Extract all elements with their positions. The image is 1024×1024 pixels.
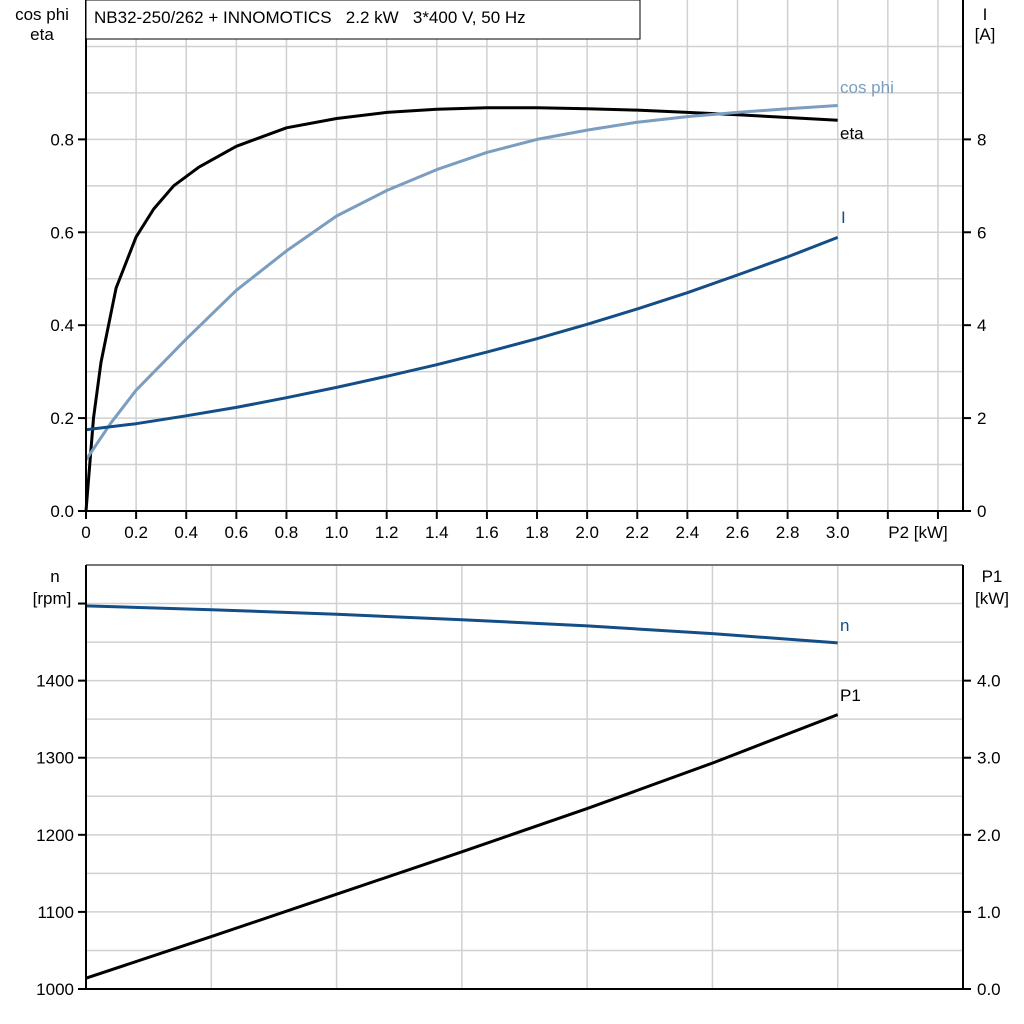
x-tick-label: 1.6	[475, 523, 499, 542]
x-tick-label: 0.4	[174, 523, 198, 542]
series-eta-line	[84, 106, 838, 512]
labels: NB32-250/262 + INNOMOTICS 2.2 kW 3*400 V…	[15, 0, 1009, 705]
top-chart-grid	[86, 0, 963, 511]
y-left-tick-label: 0.6	[50, 223, 74, 242]
series-n-line	[85, 604, 838, 645]
x-axis-label: P2 [kW]	[888, 523, 948, 542]
y-right-tick-label: 1.0	[977, 903, 1001, 922]
y-right-tick-label: 6	[977, 223, 986, 242]
y-left-tick-label: 1200	[36, 826, 74, 845]
y-left-label-rpm: [rpm]	[33, 589, 72, 608]
x-tick-label: 1.0	[325, 523, 349, 542]
y-left-label-n: n	[50, 567, 59, 586]
y-right-tick-label: 0	[977, 502, 986, 521]
y-left-tick-label: 0.8	[50, 130, 74, 149]
y-left-label-cosphi: cos phi	[15, 5, 69, 24]
y-left-tick-label: 1100	[37, 903, 74, 922]
series-label-cosphi: cos phi	[840, 78, 894, 97]
y-right-tick-label: 0.0	[977, 980, 1001, 999]
x-tick-label: 1.2	[375, 523, 399, 542]
y-right-label-P1: P1	[982, 567, 1003, 586]
x-tick-label: 2.2	[625, 523, 649, 542]
x-tick-label: 0.6	[225, 523, 249, 542]
series-cos-phi-line	[84, 104, 838, 461]
x-tick-label: 1.8	[525, 523, 549, 542]
y-left-label-eta: eta	[30, 25, 54, 44]
series-P1-line	[85, 713, 839, 980]
y-right-label-I: I	[983, 5, 988, 24]
y-right-tick-label: 8	[977, 130, 986, 149]
x-tick-label: 2.6	[726, 523, 750, 542]
y-left-tick-label: 0.4	[50, 316, 74, 335]
chart-title: NB32-250/262 + INNOMOTICS 2.2 kW 3*400 V…	[94, 8, 526, 27]
series-label-n: n	[840, 616, 849, 635]
axes: 0 0.2 0.4 0.6 0.8 1.0 1.2 1.4 1.6 1.8 2.0 2.2 2.4 2.6…	[36, 0, 1001, 999]
y-left-tick-label: 1000	[36, 980, 74, 999]
bottom-chart-grid	[86, 564, 963, 989]
x-tick-label: 2.0	[575, 523, 599, 542]
title-box	[85, 0, 641, 40]
x-tick-label: 1.4	[425, 523, 449, 542]
series-lines	[84, 104, 839, 980]
x-tick-label: 0.8	[275, 523, 299, 542]
y-right-tick-label: 4	[977, 316, 986, 335]
series-label-P1: P1	[840, 686, 861, 705]
y-right-label-A: [A]	[975, 25, 996, 44]
y-left-tick-label: 0.2	[50, 409, 74, 428]
series-label-I: I	[841, 208, 846, 227]
y-left-tick-label: 1300	[36, 749, 74, 768]
y-right-label-kW: [kW]	[975, 589, 1009, 608]
y-right-tick-label: 4.0	[977, 672, 1001, 691]
series-label-eta: eta	[840, 124, 864, 143]
y-right-tick-label: 3.0	[977, 749, 1001, 768]
y-right-tick-label: 2	[977, 409, 986, 428]
y-left-tick-label: 1400	[36, 672, 74, 691]
x-tick-label: 0.2	[124, 523, 148, 542]
x-tick-label: 3.0	[826, 523, 850, 542]
y-left-tick-label: 0.0	[50, 502, 74, 521]
series-I-line	[85, 236, 839, 432]
x-tick-label: 0	[81, 523, 90, 542]
x-tick-label: 2.8	[776, 523, 800, 542]
y-right-tick-label: 2.0	[977, 826, 1001, 845]
x-tick-label: 2.4	[676, 523, 700, 542]
